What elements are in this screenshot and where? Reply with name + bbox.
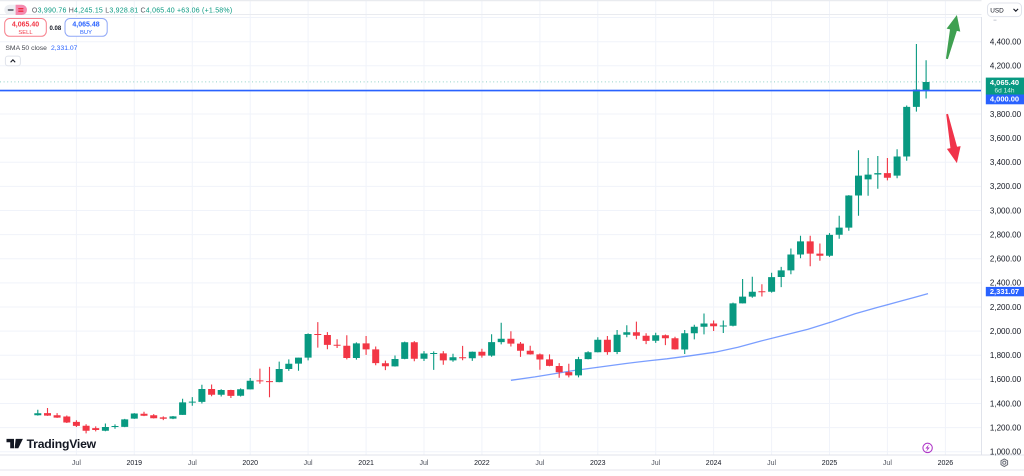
- svg-text:3,200.00: 3,200.00: [990, 182, 1022, 191]
- svg-text:2,000.00: 2,000.00: [990, 327, 1022, 336]
- svg-text:6d 14h: 6d 14h: [995, 88, 1015, 95]
- svg-text:3,000.00: 3,000.00: [990, 206, 1022, 215]
- svg-text:Jul: Jul: [304, 460, 313, 467]
- svg-text:2026: 2026: [938, 460, 954, 467]
- svg-text:2019: 2019: [127, 460, 143, 467]
- svg-text:4,065.48: 4,065.48: [72, 22, 99, 29]
- svg-text:Jul: Jul: [188, 460, 197, 467]
- svg-text:2020: 2020: [242, 460, 258, 467]
- svg-text:SMA 50 close: SMA 50 close: [5, 45, 47, 52]
- svg-text:0.08: 0.08: [50, 26, 62, 32]
- svg-text:2,800.00: 2,800.00: [990, 230, 1022, 239]
- svg-text:1,800.00: 1,800.00: [990, 351, 1022, 360]
- svg-text:USD: USD: [990, 7, 1004, 14]
- svg-text:Jul: Jul: [651, 460, 660, 467]
- svg-text:1,200.00: 1,200.00: [990, 423, 1022, 432]
- svg-text:Jul: Jul: [883, 460, 892, 467]
- svg-text:1,600.00: 1,600.00: [990, 375, 1022, 384]
- svg-text:2,600.00: 2,600.00: [990, 255, 1022, 264]
- svg-text:1,000.00: 1,000.00: [990, 448, 1022, 457]
- svg-text:Jul: Jul: [535, 460, 544, 467]
- svg-text:2021: 2021: [358, 460, 374, 467]
- svg-text:2024: 2024: [706, 460, 722, 467]
- svg-text:Jul: Jul: [767, 460, 776, 467]
- svg-text:SELL: SELL: [18, 30, 33, 36]
- svg-text:O3,990.76 H4,245.15 L3,928.81: O3,990.76 H4,245.15 L3,928.81 C4,065.40 …: [32, 7, 233, 14]
- svg-text:4,065.40: 4,065.40: [990, 78, 1019, 87]
- svg-text:1,400.00: 1,400.00: [990, 399, 1022, 408]
- svg-text:2,400.00: 2,400.00: [990, 279, 1022, 288]
- svg-text:3,800.00: 3,800.00: [990, 110, 1022, 119]
- svg-text:4,200.00: 4,200.00: [990, 62, 1022, 71]
- svg-text:2,331.07: 2,331.07: [990, 287, 1019, 296]
- svg-text:Jul: Jul: [72, 460, 81, 467]
- svg-text:4,400.00: 4,400.00: [990, 38, 1022, 47]
- svg-text:4,000.00: 4,000.00: [990, 95, 1019, 104]
- svg-text:2022: 2022: [474, 460, 490, 467]
- svg-text:2,200.00: 2,200.00: [990, 303, 1022, 312]
- svg-text:TradingView: TradingView: [27, 437, 97, 451]
- svg-text:2023: 2023: [590, 460, 606, 467]
- svg-text:3,400.00: 3,400.00: [990, 158, 1022, 167]
- svg-text:3,600.00: 3,600.00: [990, 134, 1022, 143]
- svg-text:2025: 2025: [822, 460, 838, 467]
- svg-text:BUY: BUY: [80, 30, 92, 36]
- svg-text:Jul: Jul: [420, 460, 429, 467]
- svg-text:4,065.40: 4,065.40: [12, 22, 39, 29]
- svg-text:2,331.07: 2,331.07: [51, 45, 78, 52]
